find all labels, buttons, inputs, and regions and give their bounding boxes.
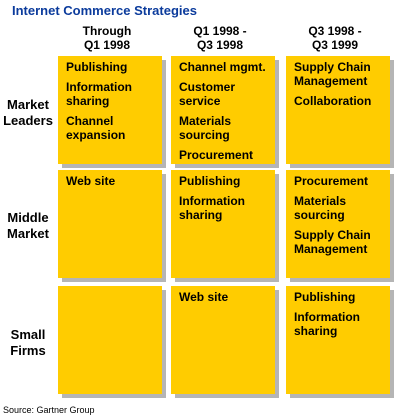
column-header-line: Q3 1998: [196, 38, 244, 52]
strategy-item: Web site: [66, 174, 116, 188]
column-header-line: Q3 1998 -: [308, 24, 362, 38]
row-header: Small Firms: [10, 327, 46, 358]
strategy-cell: Publishing Information sharing Channel exp…: [58, 56, 162, 164]
strategy-cell: Publishing Information sharing: [171, 170, 275, 278]
strategy-item: Procurement: [294, 174, 369, 188]
strategy-item: Web site: [179, 290, 229, 304]
strategy-item: Publishing: [294, 290, 356, 304]
column-header: Through Q1 1998: [52, 24, 162, 52]
strategy-item: Channel mgmt.: [179, 60, 266, 74]
strategy-item: Supply Chain Management: [294, 60, 371, 88]
column-header-line: Q1 1998 -: [193, 24, 247, 38]
diagram-title: Internet Commerce Strategies: [12, 3, 197, 18]
strategy-cell: Web site: [171, 286, 275, 394]
row-header: Middle Market: [7, 210, 49, 241]
column-header-line: Q3 1999: [311, 38, 359, 52]
strategy-item: Information sharing: [179, 194, 245, 222]
strategy-item: Publishing: [66, 60, 128, 74]
strategy-item: Collaboration: [294, 94, 372, 108]
strategy-item: Procurement: [179, 148, 254, 162]
column-header: Q1 1998 - Q3 1998: [165, 24, 275, 52]
column-header-line: Q1 1998: [83, 38, 131, 52]
row-header: Market Leaders: [3, 97, 53, 128]
strategy-cell: Channel mgmt. Customer service Materials s…: [171, 56, 275, 164]
strategy-item: Materials sourcing: [294, 194, 347, 222]
strategy-cell: Procurement Materials sourcing Supply Chai…: [286, 170, 390, 278]
strategy-item: Supply Chain Management: [294, 228, 371, 256]
strategy-cell: [58, 286, 162, 394]
strategy-item: Customer service: [179, 80, 236, 108]
strategy-item: Materials sourcing: [179, 114, 232, 142]
strategy-cell: Publishing Information sharing: [286, 286, 390, 394]
strategy-cell: Web site: [58, 170, 162, 278]
column-header-line: Through: [82, 24, 132, 38]
strategy-cell: Supply Chain Management Collaboration: [286, 56, 390, 164]
column-header: Q3 1998 - Q3 1999: [280, 24, 390, 52]
strategy-item: Channel expansion: [66, 114, 126, 142]
source-note: Source: Gartner Group: [3, 405, 95, 415]
strategy-item: Information sharing: [294, 310, 360, 338]
strategy-item: Information sharing: [66, 80, 132, 108]
strategy-item: Publishing: [179, 174, 241, 188]
